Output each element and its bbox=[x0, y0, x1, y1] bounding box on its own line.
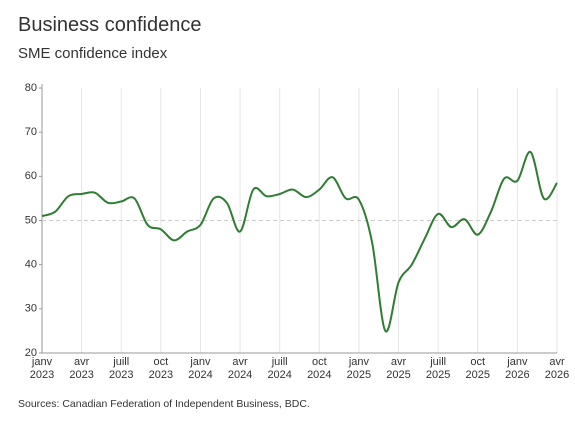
x-tick-label: juill 2023 bbox=[109, 356, 133, 381]
y-tick-label: 50 bbox=[25, 214, 37, 226]
y-tick-label: 40 bbox=[25, 259, 37, 271]
x-tick-label: oct 2025 bbox=[466, 356, 490, 381]
chart-title: Business confidence bbox=[18, 14, 201, 36]
y-tick-label: 30 bbox=[25, 303, 37, 315]
x-tick-label: janv 2026 bbox=[505, 356, 529, 381]
x-tick-label: oct 2024 bbox=[307, 356, 331, 381]
x-tick-label: avr 2024 bbox=[228, 356, 252, 381]
x-tick-label: janv 2024 bbox=[188, 356, 212, 381]
x-tick-label: janv 2023 bbox=[30, 356, 54, 381]
x-tick-label: juill 2025 bbox=[426, 356, 450, 381]
x-tick-label: janv 2025 bbox=[347, 356, 371, 381]
y-tick-label: 20 bbox=[25, 347, 37, 359]
x-tick-label: avr 2025 bbox=[386, 356, 410, 381]
data-line bbox=[41, 151, 558, 333]
source-note: Sources: Canadian Federation of Independ… bbox=[18, 398, 310, 410]
x-tick-label: avr 2026 bbox=[545, 356, 569, 381]
y-tick-label: 60 bbox=[25, 170, 37, 182]
x-tick-label: oct 2023 bbox=[149, 356, 173, 381]
x-tick-label: juill 2024 bbox=[267, 356, 291, 381]
chart-subtitle: SME confidence index bbox=[18, 45, 168, 62]
x-tick-label: avr 2023 bbox=[69, 356, 93, 381]
y-tick-label: 70 bbox=[25, 126, 37, 138]
y-tick-label: 80 bbox=[25, 82, 37, 94]
